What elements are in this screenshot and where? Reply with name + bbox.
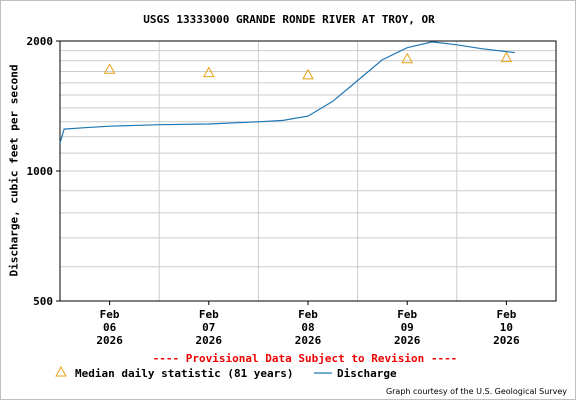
axes: 50010002000Feb062026Feb072026Feb082026Fe… bbox=[27, 35, 557, 347]
x-tick-label: 2026 bbox=[493, 334, 520, 347]
x-tick-label: Feb bbox=[199, 308, 219, 321]
median-marker bbox=[103, 63, 116, 74]
x-tick-label: Feb bbox=[298, 308, 318, 321]
x-tick-label: 10 bbox=[500, 321, 513, 334]
x-tick-label: 06 bbox=[103, 321, 117, 334]
legend bbox=[55, 365, 332, 377]
provisional-notice: ---- Provisional Data Subject to Revisio… bbox=[152, 352, 458, 365]
median-marker bbox=[202, 66, 215, 78]
y-tick-label: 1000 bbox=[27, 165, 54, 178]
x-tick-label: Feb bbox=[496, 308, 516, 321]
median-marker bbox=[401, 52, 414, 64]
discharge-line bbox=[59, 41, 515, 144]
grid bbox=[60, 41, 556, 301]
x-tick-label: 07 bbox=[202, 321, 215, 334]
series-layer bbox=[59, 41, 515, 144]
x-tick-label: 2026 bbox=[394, 334, 421, 347]
median-marker bbox=[500, 51, 513, 63]
x-tick-label: 09 bbox=[401, 321, 414, 334]
legend-label-median: Median daily statistic (81 years) bbox=[75, 367, 294, 380]
legend-median-symbol bbox=[55, 365, 67, 377]
x-tick-label: 08 bbox=[301, 321, 314, 334]
x-tick-label: 2026 bbox=[96, 334, 123, 347]
chart-title: USGS 13333000 GRANDE RONDE RIVER AT TROY… bbox=[143, 13, 435, 26]
x-tick-label: Feb bbox=[100, 308, 120, 321]
x-tick-label: 2026 bbox=[196, 334, 223, 347]
x-tick-label: Feb bbox=[397, 308, 417, 321]
median-marker bbox=[302, 68, 314, 80]
x-tick-label: 2026 bbox=[295, 334, 322, 347]
y-tick-label: 2000 bbox=[27, 35, 54, 48]
legend-label-discharge: Discharge bbox=[337, 367, 397, 380]
credit-text: Graph courtesy of the U.S. Geological Su… bbox=[385, 387, 567, 396]
y-tick-label: 500 bbox=[33, 295, 53, 308]
